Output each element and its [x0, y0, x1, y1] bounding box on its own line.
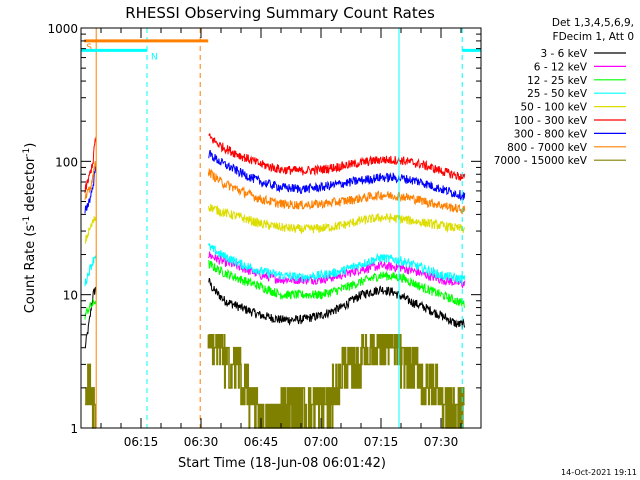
series-line-1 [84, 277, 466, 348]
series-line-9 [85, 334, 465, 429]
x-tick-label-6: 07:30 [424, 435, 459, 449]
x-tick-label-5: 07:15 [364, 435, 399, 449]
axes: 1 10 100 1000 06:15 06:30 06:45 07:00 07:15 07:30 [47, 22, 481, 449]
y-axis-label-start: Count Rate (s [23, 225, 38, 314]
x-tick-label-3: 06:45 [244, 435, 279, 449]
x-tick-label-2: 06:30 [184, 435, 219, 449]
legend: Det 1,3,4,5,6,9, FDecim 1, Att 0 3 - 6 k… [494, 17, 634, 167]
flag-label-N: N [151, 52, 158, 62]
legend-label-3: 12 - 25 keV [527, 75, 588, 87]
y-axis-label: Count Rate (s-1 detector-1) [22, 143, 38, 314]
legend-label-4: 25 - 50 keV [527, 88, 588, 100]
y-axis-label-middle: detector [23, 156, 38, 216]
legend-label-8: 800 - 7000 keV [507, 142, 588, 154]
series-line-4 [84, 242, 466, 287]
x-tick-label-4: 07:00 [304, 435, 339, 449]
y-axis-label-superscript-2: -1 [22, 148, 32, 157]
y-tick-label-2: 10 [63, 289, 78, 303]
legend-label-7: 300 - 800 keV [514, 128, 588, 140]
flag-label-S: S [86, 43, 92, 53]
series-line-6 [84, 133, 466, 194]
legend-label-5: 50 - 100 keV [520, 102, 587, 114]
series-line-3 [84, 259, 466, 320]
legend-label-2: 6 - 12 keV [534, 61, 588, 73]
legend-label-9: 7000 - 15000 keV [494, 155, 588, 167]
plot-data: SN [80, 28, 481, 429]
chart-title: RHESSI Observing Summary Count Rates [125, 4, 435, 22]
y-axis-label-end: ) [23, 143, 38, 148]
y-axis-label-superscript-1: -1 [22, 216, 32, 225]
y-tick-label-4: 1000 [47, 22, 78, 36]
y-tick-label-3: 100 [55, 155, 78, 169]
x-axis-label: Start Time (18-Jun-08 06:01:42) [178, 456, 386, 471]
series-line-8 [84, 161, 466, 215]
y-tick-label-1: 1 [70, 422, 78, 436]
legend-header-line-1: Det 1,3,4,5,6,9, [552, 17, 634, 29]
legend-label-1: 3 - 6 keV [540, 48, 587, 60]
series-line-7 [84, 149, 466, 214]
legend-label-6: 100 - 300 keV [514, 115, 588, 127]
series-line-5 [84, 203, 466, 244]
legend-header-line-2: FDecim 1, Att 0 [553, 31, 634, 43]
generation-timestamp: 14-Oct-2021 19:11 [561, 468, 637, 477]
x-tick-label-1: 06:15 [124, 435, 159, 449]
